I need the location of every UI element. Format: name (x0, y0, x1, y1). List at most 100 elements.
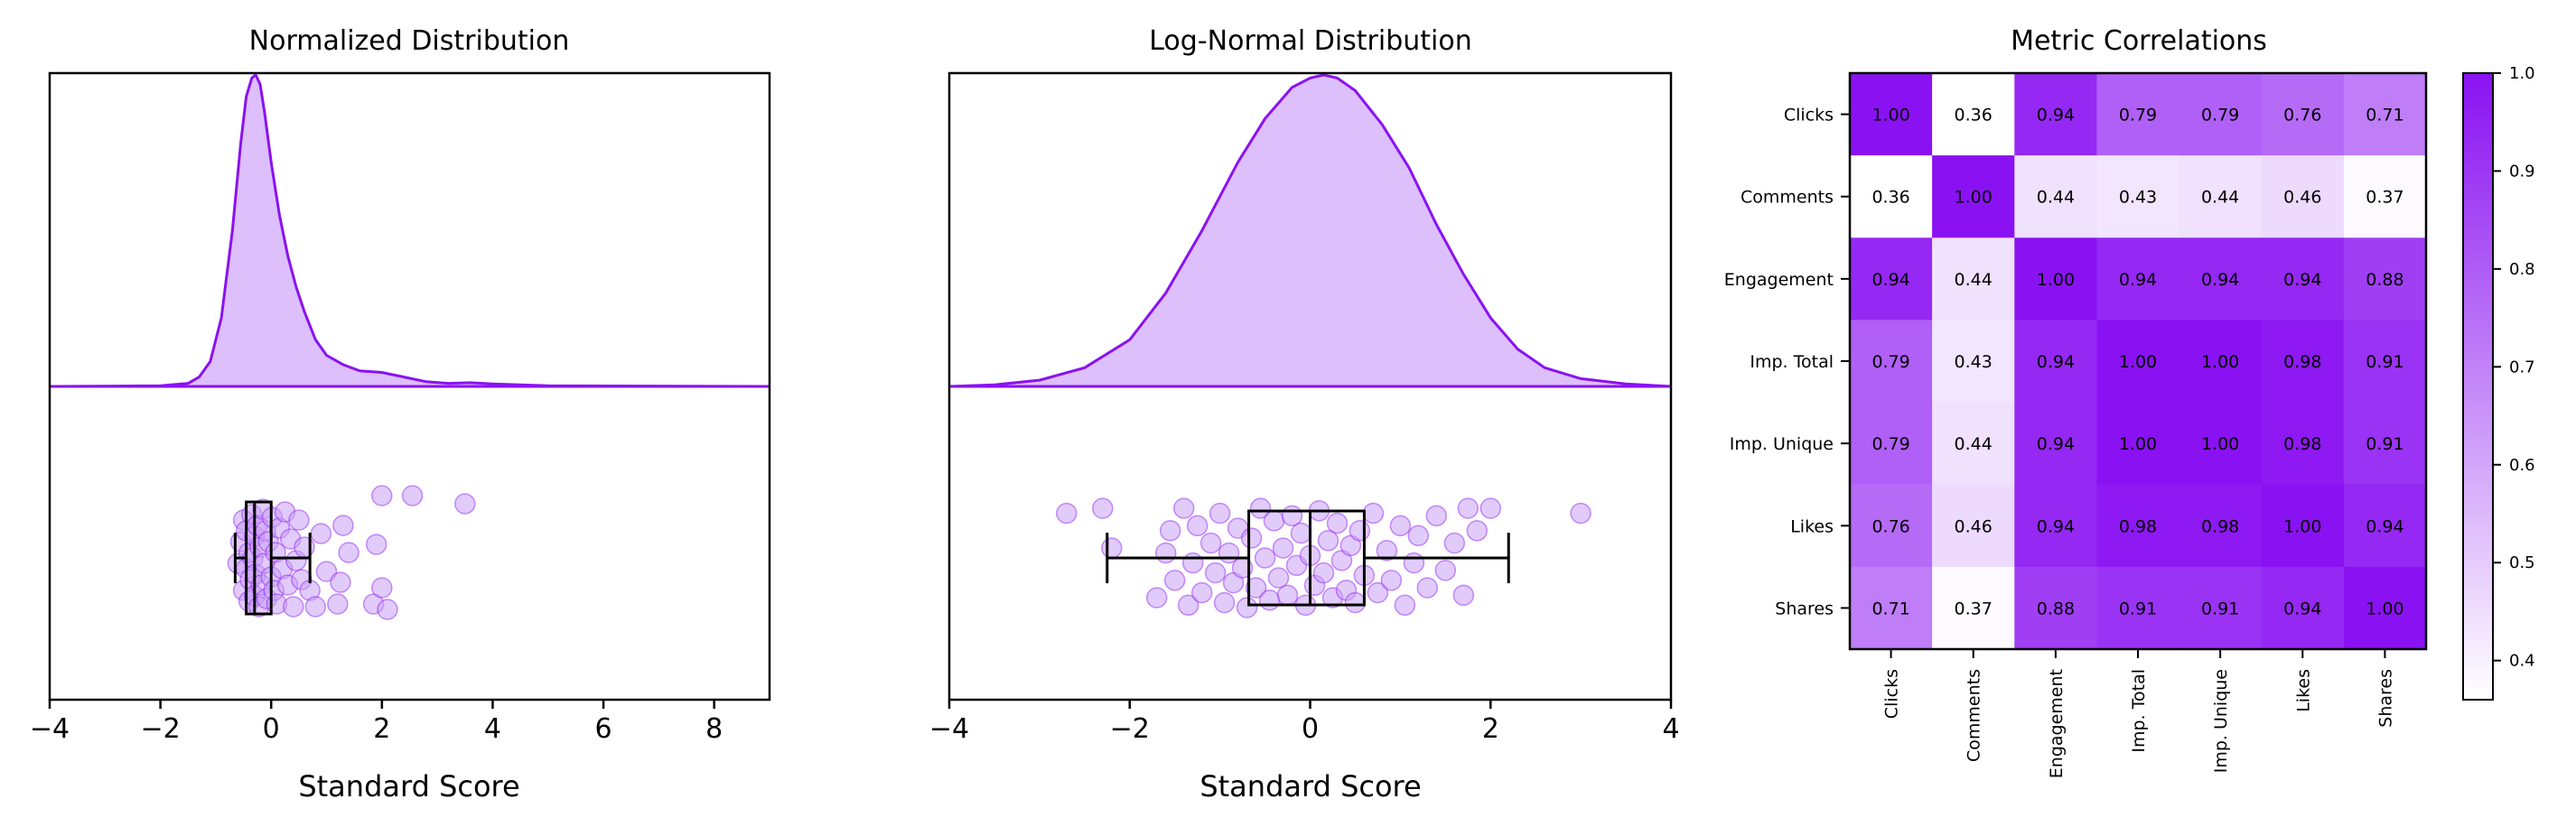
heatmap-value-label: 0.98 (2283, 434, 2321, 454)
data-point (1272, 537, 1294, 559)
data-point (1326, 512, 1349, 534)
x-tick-label: Imp. Total (2129, 669, 2149, 753)
chart-title: Log-Normal Distribution (1149, 25, 1472, 57)
data-point (1222, 571, 1245, 594)
y-tick-label: Comments (1741, 188, 1834, 208)
heatmap-cell (2014, 320, 2097, 403)
data-point (283, 596, 304, 618)
x-tick-label: Engagement (2047, 669, 2067, 778)
data-point (1367, 581, 1389, 604)
data-point (1457, 497, 1479, 519)
heatmap-cell (2179, 155, 2263, 238)
heatmap-cell (1932, 566, 2015, 650)
data-point (1479, 497, 1502, 519)
heatmap-value-label: 0.46 (1955, 516, 1993, 536)
data-point (1154, 542, 1177, 564)
data-point (1236, 597, 1258, 618)
heatmap-cell (1850, 566, 1933, 650)
x-tick-label: 8 (705, 713, 723, 745)
data-point (1330, 550, 1353, 571)
data-point (1145, 587, 1168, 609)
x-tick-label: Comments (1965, 669, 1984, 762)
data-point (1263, 510, 1285, 532)
data-point (1349, 520, 1371, 542)
heatmap-value-label: 1.00 (1955, 188, 1993, 208)
x-axis-label: Standard Score (1199, 769, 1421, 804)
data-point (1245, 577, 1267, 599)
colorbar-tick-label: 0.5 (2509, 553, 2535, 572)
colorbar-tick-label: 0.9 (2509, 162, 2535, 181)
plot-frame (48, 71, 771, 702)
box-iqr (1247, 509, 1366, 607)
heatmap-cell (1932, 155, 2015, 238)
data-point (1199, 532, 1222, 554)
data-point (1339, 534, 1362, 557)
chart-title: Normalized Distribution (249, 25, 570, 57)
heatmap-value-label: 0.88 (2366, 270, 2403, 290)
heatmap-value-label: 0.46 (2283, 188, 2321, 208)
data-point (1290, 522, 1312, 544)
data-point (454, 493, 476, 515)
data-point (401, 485, 424, 506)
x-tick-label: −2 (140, 713, 180, 745)
heatmap-value-label: 0.88 (2037, 599, 2075, 618)
x-tick-label: Imp. Unique (2211, 669, 2231, 773)
data-point (288, 509, 310, 531)
data-point (1204, 562, 1227, 584)
data-point (1213, 591, 1236, 614)
heatmap-cell (2096, 320, 2179, 403)
heatmap-value-label: 0.79 (1871, 434, 1909, 454)
colorbar-tick-label: 0.4 (2509, 652, 2535, 671)
heatmap-value-label: 0.94 (2037, 106, 2075, 125)
x-tick-label: Likes (2293, 669, 2313, 712)
data-point (1389, 515, 1412, 537)
chart-title: Metric Correlations (2011, 25, 2267, 57)
heatmap-cell (1932, 237, 2015, 321)
heatmap-value-label: 0.36 (1871, 188, 1909, 208)
heatmap-cell (2179, 73, 2263, 156)
y-tick-label: Engagement (1724, 270, 1834, 290)
heatmap-cell (2343, 320, 2427, 403)
heatmap-value-label: 0.94 (2037, 352, 2075, 372)
heatmap-frame (1848, 71, 2428, 651)
data-point (1344, 591, 1367, 614)
heatmap-value-label: 0.76 (2283, 106, 2321, 125)
data-point (310, 523, 332, 544)
heatmap-value-label: 0.94 (2119, 270, 2157, 290)
heatmap-value-label: 1.00 (2037, 270, 2075, 290)
data-point (1163, 570, 1186, 591)
heatmap-value-label: 0.36 (1955, 106, 1993, 125)
data-point (304, 596, 327, 618)
log-normal-distribution-panel: Log-Normal Distribution −4 −2 0 2 4 Standard… (929, 25, 1680, 804)
data-point (1380, 570, 1403, 591)
data-point (1416, 577, 1439, 599)
heatmap-value-label: 1.00 (2201, 352, 2239, 372)
heatmap-value-label: 0.71 (2366, 106, 2403, 125)
heatmap-value-label: 0.94 (2366, 516, 2403, 536)
x-tick-label: 4 (1662, 713, 1679, 745)
heatmap-value-label: 0.79 (2201, 106, 2239, 125)
heatmap-value-label: 1.00 (2283, 516, 2321, 536)
y-tick-label: Clicks (1784, 106, 1834, 125)
heatmap-cell (2261, 320, 2345, 403)
colorbar-tick-label: 1.0 (2509, 64, 2535, 83)
heatmap-cell (2343, 484, 2427, 568)
data-point (1267, 567, 1290, 589)
data-point (1403, 552, 1425, 574)
data-point (327, 593, 349, 615)
heatmap-cell (2179, 237, 2263, 321)
heatmap-cell (2096, 237, 2179, 321)
data-point (294, 536, 315, 558)
heatmap-cell (2179, 484, 2263, 568)
x-tick-label: 4 (484, 713, 501, 745)
data-point (315, 561, 338, 582)
heatmap-cell (1850, 73, 1933, 156)
data-point (1312, 562, 1335, 584)
heatmap-cell (2343, 155, 2427, 238)
data-point (1434, 560, 1457, 581)
heatmap-cell (2179, 566, 2263, 650)
data-point (1394, 594, 1416, 617)
y-tick-label: Imp. Unique (1730, 434, 1834, 454)
normalized-distribution-panel: Normalized Distribution −4 −2 0 2 4 6 8 Standa… (30, 25, 771, 804)
